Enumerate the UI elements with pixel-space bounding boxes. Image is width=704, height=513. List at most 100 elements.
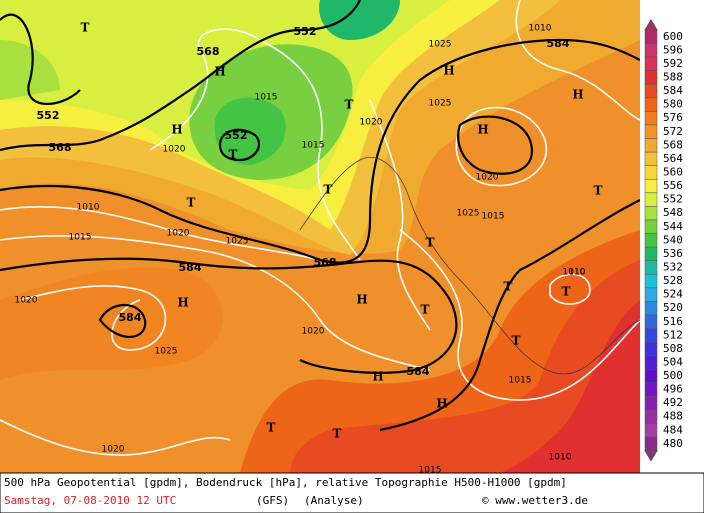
legend-label: 592 [663, 57, 683, 70]
legend-label: 528 [663, 274, 683, 287]
pressure-center: T [426, 236, 435, 250]
legend-swatch [644, 97, 658, 112]
legend-swatch [644, 246, 658, 261]
legend-label: 484 [663, 423, 683, 436]
footer-title: 500 hPa Geopotential [gpdm], Bodendruck … [4, 476, 567, 489]
legend-label: 532 [663, 260, 683, 273]
legend-label: 480 [663, 437, 683, 450]
isobar-label: 1015 [509, 376, 532, 386]
isobar-label: 1015 [419, 466, 442, 476]
isobar [455, 106, 547, 187]
legend-label: 496 [663, 383, 683, 396]
legend-label: 500 [663, 369, 683, 382]
legend-swatch [644, 409, 658, 424]
pressure-center: H [214, 65, 225, 79]
legend-label: 488 [663, 410, 683, 423]
isobar [515, 0, 641, 121]
map [0, 0, 641, 473]
pressure-center: H [356, 293, 367, 307]
isobar-label: 1025 [429, 99, 452, 109]
geopotential-label: 584 [179, 261, 202, 274]
geopotential-label: 552 [294, 25, 317, 38]
footer-model: (GFS) [256, 494, 289, 507]
legend-swatch [644, 260, 658, 275]
legend-label: 576 [663, 111, 683, 124]
isobar [149, 28, 361, 261]
pressure-center: T [187, 196, 196, 210]
isobar [0, 419, 231, 456]
geopotential-label: 568 [314, 256, 337, 269]
isobar [369, 99, 431, 331]
pressure-center: H [177, 296, 188, 310]
isobar-label: 1020 [163, 145, 186, 155]
legend-label: 564 [663, 152, 683, 165]
isobar-label: 1010 [563, 268, 586, 278]
isobar-label: 1010 [77, 203, 100, 213]
isobar-label: 1015 [482, 212, 505, 222]
isobar-label: 1020 [167, 229, 190, 239]
legend-swatch [644, 355, 658, 370]
legend-swatch [644, 56, 658, 71]
legend-swatch [644, 70, 658, 85]
legend-swatch [644, 151, 658, 166]
geopotential-contour [218, 128, 261, 162]
isobar-label: 1020 [102, 445, 125, 455]
geopotential-label: 584 [119, 311, 142, 324]
coastline [299, 157, 641, 375]
legend-swatch [644, 287, 658, 302]
legend-swatch [644, 274, 658, 289]
footer: 500 hPa Geopotential [gpdm], Bodendruck … [0, 472, 704, 513]
isobar-label: 1025 [226, 237, 249, 247]
map-labels: 552 568 552 568 552 568 584 584 584 584 H H H H H H H H H T… [15, 21, 603, 476]
isobar-label: 1110 [563, 268, 586, 278]
legend-swatch [644, 328, 658, 343]
legend-label: 572 [663, 125, 683, 138]
pressure-center: T [333, 427, 342, 441]
geopotential-contour [0, 13, 81, 105]
geopotential-contour [0, 0, 361, 152]
footer-credit: © www.wetter3.de [482, 494, 588, 507]
legend-label: 544 [663, 220, 683, 233]
pressure-center: T [562, 285, 571, 299]
pressure-center: H [572, 88, 583, 102]
isobar [399, 229, 641, 401]
geopotential-label: 552 [225, 129, 248, 142]
legend-swatch [644, 84, 658, 99]
pressure-center: H [477, 123, 488, 137]
footer-background [0, 472, 704, 513]
isobar-label: 1010 [529, 24, 552, 34]
legend-swatch [644, 396, 658, 411]
pressure-center: T [345, 98, 354, 112]
isobar-label: 1020 [15, 296, 38, 306]
legend-label: 588 [663, 70, 683, 83]
geopotential-contour [0, 38, 641, 264]
legend-swatch [644, 43, 658, 58]
legend-swatch [644, 382, 658, 397]
legend-label: 524 [663, 288, 683, 301]
legend-swatch [644, 314, 658, 329]
legend-swatch [644, 206, 658, 221]
pressure-center: H [436, 397, 447, 411]
legend-label: 600 [663, 30, 683, 43]
isobar-label: 1015 [255, 93, 278, 103]
pressure-center: H [171, 123, 182, 137]
pressure-center: H [443, 64, 454, 78]
geopotential-contour [98, 304, 147, 338]
isobar-label: 1025 [429, 40, 452, 50]
legend: 6005965925885845805765725685645605565525… [640, 0, 704, 473]
legend-swatch [644, 138, 658, 153]
legend-label: 508 [663, 342, 683, 355]
legend-swatch [644, 233, 658, 248]
pressure-center: H [372, 370, 383, 384]
legend-label: 504 [663, 355, 683, 368]
geopotential-label: 552 [37, 109, 60, 122]
geopotential-contour [379, 199, 641, 432]
legend-label: 560 [663, 165, 683, 178]
pressure-center: T [81, 21, 90, 35]
legend-label: 516 [663, 315, 683, 328]
legend-label: 552 [663, 193, 683, 206]
legend-label: 568 [663, 138, 683, 151]
isobar-label: 1020 [302, 327, 325, 337]
legend-arrow-bottom [644, 450, 658, 462]
pressure-center: T [504, 280, 513, 294]
